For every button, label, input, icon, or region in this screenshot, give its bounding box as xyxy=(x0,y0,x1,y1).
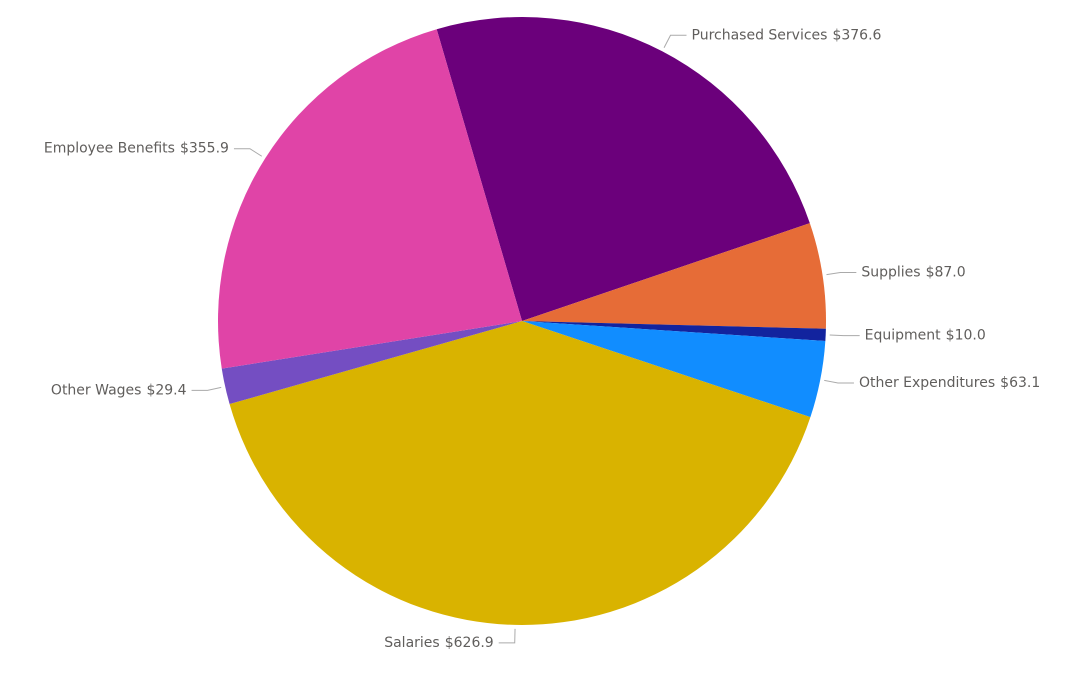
pie-slice xyxy=(218,29,522,369)
pie-slice xyxy=(522,321,826,342)
data-label: Other Wages $29.4 xyxy=(51,382,187,398)
data-label: Supplies $87.0 xyxy=(861,265,965,281)
label-category: Other Wages xyxy=(51,382,142,398)
leader-line xyxy=(826,272,857,276)
data-label: Employee Benefits $355.9 xyxy=(44,141,229,157)
leader-line xyxy=(824,379,854,384)
pie-slice xyxy=(436,17,810,321)
label-value: $87.0 xyxy=(926,265,966,281)
leader-line xyxy=(663,34,687,48)
data-label: Salaries $626.9 xyxy=(384,635,494,651)
data-label: Other Expenditures $63.1 xyxy=(859,375,1040,391)
label-category: Purchased Services xyxy=(692,27,828,43)
data-label: Equipment $10.0 xyxy=(865,328,986,344)
label-category: Supplies xyxy=(861,265,920,281)
leader-line xyxy=(829,334,860,337)
label-category: Other Expenditures xyxy=(859,375,995,391)
label-value: $355.9 xyxy=(180,141,229,157)
label-value: $29.4 xyxy=(146,382,186,398)
label-category: Equipment xyxy=(865,328,942,344)
pie-slice xyxy=(221,321,522,405)
label-value: $376.6 xyxy=(832,27,881,43)
label-value: $626.9 xyxy=(445,635,494,651)
label-value: $10.0 xyxy=(946,328,986,344)
data-label: Purchased Services $376.6 xyxy=(692,27,882,43)
label-category: Salaries xyxy=(384,635,440,651)
leader-line xyxy=(498,628,516,644)
leader-line xyxy=(191,386,222,391)
label-value: $63.1 xyxy=(1000,375,1040,391)
pie-slice xyxy=(522,321,826,418)
pie-slice xyxy=(229,321,811,626)
label-category: Employee Benefits xyxy=(44,141,175,157)
leader-line xyxy=(233,148,263,157)
pie-slice xyxy=(522,223,826,329)
